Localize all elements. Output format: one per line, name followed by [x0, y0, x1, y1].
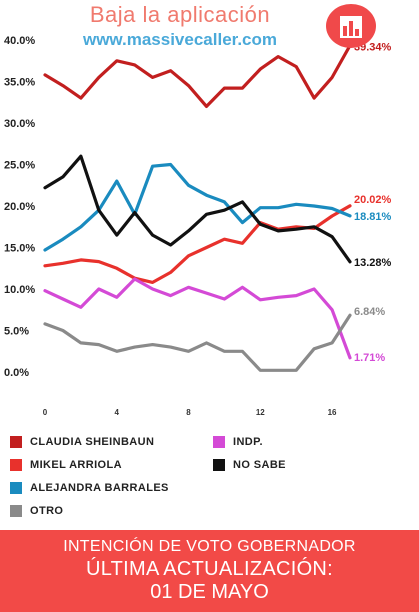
legend-swatch — [213, 459, 225, 471]
footer-banner: INTENCIÓN DE VOTO GOBERNADOR ÚLTIMA ACTU… — [0, 530, 419, 612]
x-tick-label: 12 — [256, 408, 265, 417]
x-tick-label: 4 — [115, 408, 120, 417]
x-tick-label: 8 — [186, 408, 191, 417]
bar-chart-icon — [340, 16, 362, 38]
y-tick-label: 30.0% — [4, 118, 35, 130]
promo-download-text[interactable]: Baja la aplicación — [89, 2, 271, 27]
series-line-otro — [43, 313, 352, 372]
legend-swatch — [10, 482, 22, 494]
series-end-label: 18.81% — [354, 211, 392, 223]
legend-swatch — [213, 436, 225, 448]
series-line-claudia-sheinbaun — [43, 43, 352, 109]
y-tick-label: 10.0% — [4, 284, 35, 296]
footer-title: INTENCIÓN DE VOTO GOBERNADOR — [63, 538, 356, 555]
x-tick-label: 0 — [43, 408, 48, 417]
y-tick-label: 40.0% — [4, 35, 35, 47]
legend-item-no-sabe: NO SABE — [213, 459, 286, 471]
series-end-label: 6.84% — [354, 306, 385, 318]
legend-swatch — [10, 436, 22, 448]
legend-item-claudia-sheinbaun: CLAUDIA SHEINBAUN — [10, 436, 154, 448]
y-tick-label: 15.0% — [4, 243, 35, 255]
legend-label: INDP. — [233, 436, 263, 448]
series-end-label: 20.02% — [354, 194, 392, 206]
legend-label: ALEJANDRA BARRALES — [30, 482, 169, 494]
footer-update-label: ÚLTIMA ACTUALIZACIÓN: — [85, 558, 334, 580]
series-line-indp — [43, 277, 352, 360]
y-tick-label: 20.0% — [4, 201, 35, 213]
series-line-alejandra-barrales — [43, 162, 352, 252]
legend-swatch — [10, 505, 22, 517]
y-tick-label: 5.0% — [4, 326, 29, 338]
series-end-label: 1.71% — [354, 352, 385, 364]
y-tick-label: 35.0% — [4, 77, 35, 89]
y-tick-label: 0.0% — [4, 367, 29, 379]
legend-label: OTRO — [30, 505, 64, 517]
line-chart: 0.0%5.0%10.0%15.0%20.0%25.0%30.0%35.0%40… — [4, 35, 392, 417]
legend-label: MIKEL ARRIOLA — [30, 459, 122, 471]
legend-item-mikel-arriola: MIKEL ARRIOLA — [10, 459, 122, 471]
legend-item-otro: OTRO — [10, 505, 63, 517]
app-icon[interactable] — [326, 4, 376, 48]
chart-legend: CLAUDIA SHEINBAUN INDP. MIKEL ARRIOLA NO… — [0, 430, 419, 530]
legend-swatch — [10, 459, 22, 471]
legend-label: CLAUDIA SHEINBAUN — [30, 436, 155, 448]
legend-item-alejandra-barrales: ALEJANDRA BARRALES — [10, 482, 169, 494]
promo-website-link[interactable]: www.massivecaller.com — [82, 30, 278, 49]
y-tick-label: 25.0% — [4, 160, 35, 172]
series-end-label: 13.28% — [354, 257, 392, 269]
series-line-mikel-arriola — [43, 204, 352, 284]
footer-update-date: 01 DE MAYO — [150, 581, 269, 603]
legend-label: NO SABE — [233, 459, 286, 471]
legend-item-indp: INDP. — [213, 436, 263, 448]
series-line-no-sabe — [43, 154, 352, 264]
x-tick-label: 16 — [328, 408, 337, 417]
